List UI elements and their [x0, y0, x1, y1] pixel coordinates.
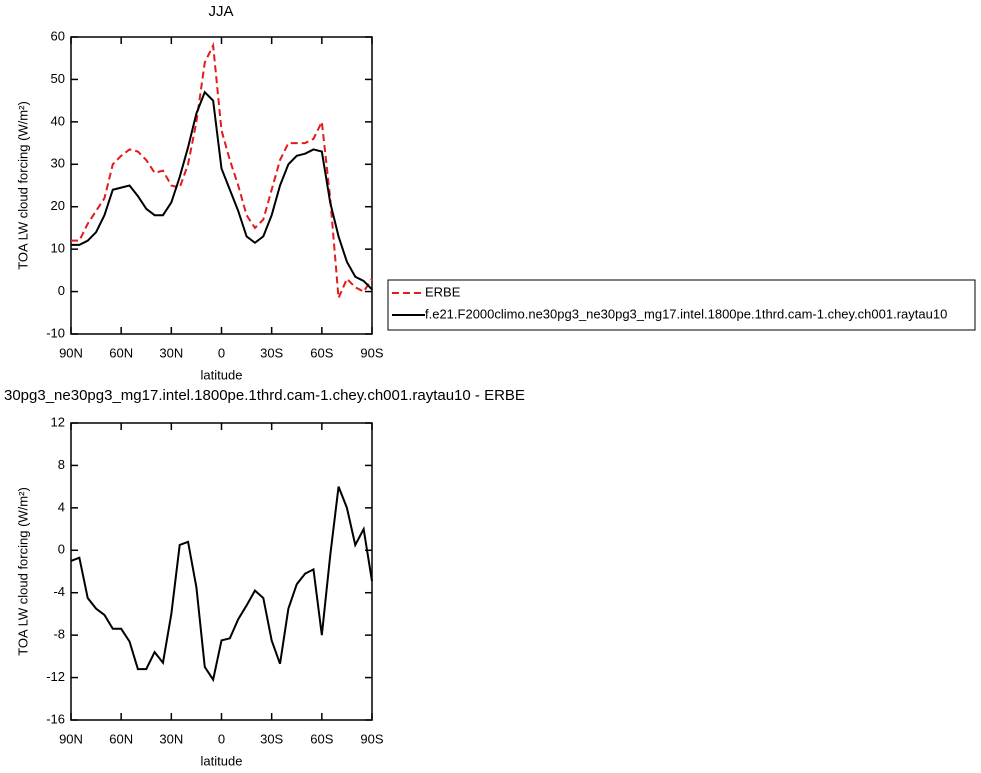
y-tick-label: -8 [53, 627, 65, 642]
legend-label: ERBE [425, 284, 461, 299]
y-tick-label: -16 [46, 711, 65, 726]
data-line [71, 90, 373, 291]
chart-title: 30pg3_ne30pg3_mg17.intel.1800pe.1thrd.ca… [4, 387, 525, 404]
x-tick-label: 0 [218, 345, 225, 360]
x-tick-label: 60N [109, 731, 133, 746]
y-tick-label: 50 [51, 71, 65, 86]
x-axis-label: latitude [201, 367, 243, 382]
y-tick-label: 20 [51, 198, 65, 213]
x-tick-label: 60S [310, 345, 333, 360]
y-tick-label: 4 [58, 499, 65, 514]
y-tick-label: 10 [51, 241, 65, 256]
y-tick-label: 60 [51, 28, 65, 43]
y-tick-label: 8 [58, 457, 65, 472]
x-tick-label: 90S [360, 731, 383, 746]
y-tick-label: 0 [58, 542, 65, 557]
x-tick-label: 30S [260, 345, 283, 360]
x-tick-label: 90N [59, 345, 83, 360]
y-tick-label: 0 [58, 283, 65, 298]
x-tick-label: 90S [360, 345, 383, 360]
x-tick-label: 60S [310, 731, 333, 746]
y-tick-label: -4 [53, 584, 65, 599]
data-line [71, 41, 373, 299]
y-tick-label: 30 [51, 156, 65, 171]
plot-frame [70, 422, 373, 721]
x-tick-label: 0 [218, 731, 225, 746]
y-axis-label: TOA LW cloud forcing (W/m²) [15, 101, 30, 270]
y-tick-label: 40 [51, 113, 65, 128]
y-tick-label: -10 [46, 325, 65, 340]
x-tick-label: 60N [109, 345, 133, 360]
x-tick-label: 30N [159, 731, 183, 746]
y-tick-label: 12 [51, 414, 65, 429]
y-tick-label: -12 [46, 669, 65, 684]
x-tick-label: 90N [59, 731, 83, 746]
chart-title: JJA [208, 3, 233, 20]
x-tick-label: 30N [159, 345, 183, 360]
legend-label: f.e21.F2000climo.ne30pg3_ne30pg3_mg17.in… [425, 306, 947, 321]
x-axis-label: latitude [201, 753, 243, 768]
legend-box [387, 279, 976, 331]
y-axis-label: TOA LW cloud forcing (W/m²) [15, 487, 30, 656]
x-tick-label: 30S [260, 731, 283, 746]
data-line [70, 486, 373, 683]
